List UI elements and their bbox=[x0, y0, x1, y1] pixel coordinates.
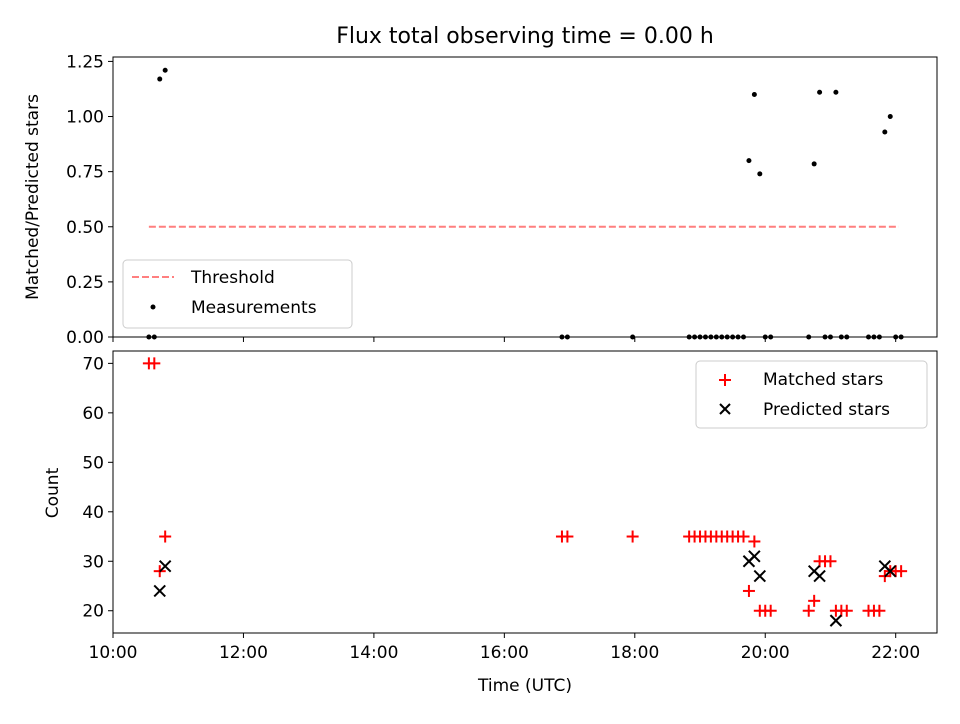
measurement-point bbox=[882, 129, 888, 135]
measurement-point bbox=[751, 91, 757, 97]
predicted-star-point bbox=[153, 584, 166, 598]
top-y-tick-label: 0.25 bbox=[66, 273, 104, 293]
measurement-point bbox=[817, 89, 823, 95]
top-y-tick-label: 0.00 bbox=[66, 328, 104, 348]
top-y-tick-label: 1.00 bbox=[66, 108, 104, 128]
measurement-point bbox=[811, 161, 817, 167]
measurement-point bbox=[833, 89, 839, 95]
measurement-point bbox=[157, 76, 163, 82]
top-y-axis-label: Matched/Predicted stars bbox=[23, 94, 43, 300]
legend-measurements-swatch bbox=[150, 304, 156, 310]
matched-star-point bbox=[737, 530, 750, 543]
matched-star-point bbox=[895, 565, 908, 578]
matched-star-point bbox=[840, 604, 853, 617]
predicted-star-point bbox=[753, 569, 767, 583]
legend-measurements-label: Measurements bbox=[191, 298, 317, 318]
matched-star-point bbox=[742, 584, 755, 597]
bottom-y-axis-label: Count bbox=[43, 467, 63, 518]
top-y-ticks: 0.00 0.25 0.50 0.75 1.00 1.25 bbox=[66, 52, 113, 348]
matched-star-point bbox=[802, 604, 815, 617]
matched-star-point bbox=[626, 530, 639, 543]
measurement-point bbox=[757, 171, 763, 177]
matched-star-point bbox=[808, 594, 821, 607]
measurement-point bbox=[887, 114, 893, 120]
top-plot-frame bbox=[112, 56, 938, 338]
top-y-tick-label: 1.25 bbox=[66, 52, 104, 72]
bottom-y-tick-label: 20 bbox=[82, 602, 104, 622]
bottom-y-tick-label: 70 bbox=[82, 354, 104, 374]
predicted-star-point bbox=[813, 569, 826, 583]
matched-star-point bbox=[561, 530, 574, 543]
predicted-star-point bbox=[748, 550, 761, 563]
matched-star-point bbox=[748, 535, 761, 548]
bottom-x-tick-label: 20:00 bbox=[741, 643, 790, 663]
bottom-y-tick-label: 40 bbox=[82, 503, 104, 523]
legend-predicted-swatch bbox=[719, 403, 731, 415]
top-legend-box bbox=[122, 259, 353, 329]
legend-matched-label: Matched stars bbox=[763, 370, 883, 390]
legend-predicted-label: Predicted stars bbox=[763, 400, 890, 420]
bottom-x-axis-label: Time (UTC) bbox=[477, 676, 572, 696]
matched-star-point bbox=[764, 604, 777, 617]
matched-star-point bbox=[148, 357, 161, 370]
bottom-y-tick-label: 60 bbox=[82, 404, 104, 424]
legend-matched-swatch bbox=[719, 374, 731, 386]
predicted-star-point bbox=[158, 560, 172, 573]
top-y-tick-label: 0.50 bbox=[66, 218, 104, 238]
matched-star-point bbox=[824, 555, 837, 568]
predicted-star-point bbox=[829, 614, 843, 627]
bottom-y-tick-label: 50 bbox=[82, 453, 104, 473]
bottom-x-ticks: 10:00 12:00 14:00 16:00 18:00 20:00 22:00 bbox=[89, 633, 920, 663]
bottom-predicted-points bbox=[153, 550, 897, 627]
bottom-matched-points bbox=[142, 357, 908, 617]
top-title: Flux total observing time = 0.00 h bbox=[336, 24, 714, 49]
top-y-tick-label: 0.75 bbox=[66, 163, 104, 183]
legend-threshold-label: Threshold bbox=[190, 268, 275, 288]
bottom-x-tick-label: 12:00 bbox=[219, 643, 268, 663]
bottom-legend-box bbox=[695, 360, 928, 429]
matched-star-point bbox=[159, 530, 172, 543]
bottom-plot-frame bbox=[112, 350, 938, 634]
bottom-x-tick-label: 14:00 bbox=[349, 643, 398, 663]
bottom-legend: Matched stars Predicted stars bbox=[695, 360, 928, 429]
top-panel: Flux total observing time = 0.00 h Match… bbox=[23, 24, 938, 348]
bottom-x-tick-label: 22:00 bbox=[871, 643, 920, 663]
matched-star-point bbox=[873, 604, 886, 617]
bottom-y-tick-label: 30 bbox=[82, 552, 104, 572]
bottom-x-tick-label: 10:00 bbox=[89, 643, 138, 663]
measurement-point bbox=[162, 67, 168, 73]
bottom-x-tick-label: 18:00 bbox=[610, 643, 659, 663]
bottom-x-tick-label: 16:00 bbox=[480, 643, 529, 663]
bottom-panel: Count Time (UTC) 20 30 40 50 60 70 10:00 12:00… bbox=[43, 350, 938, 696]
bottom-y-ticks: 20 30 40 50 60 70 bbox=[82, 354, 113, 622]
measurement-point bbox=[746, 158, 752, 164]
predicted-star-point bbox=[884, 564, 897, 578]
top-legend: Threshold Measurements bbox=[122, 259, 353, 329]
